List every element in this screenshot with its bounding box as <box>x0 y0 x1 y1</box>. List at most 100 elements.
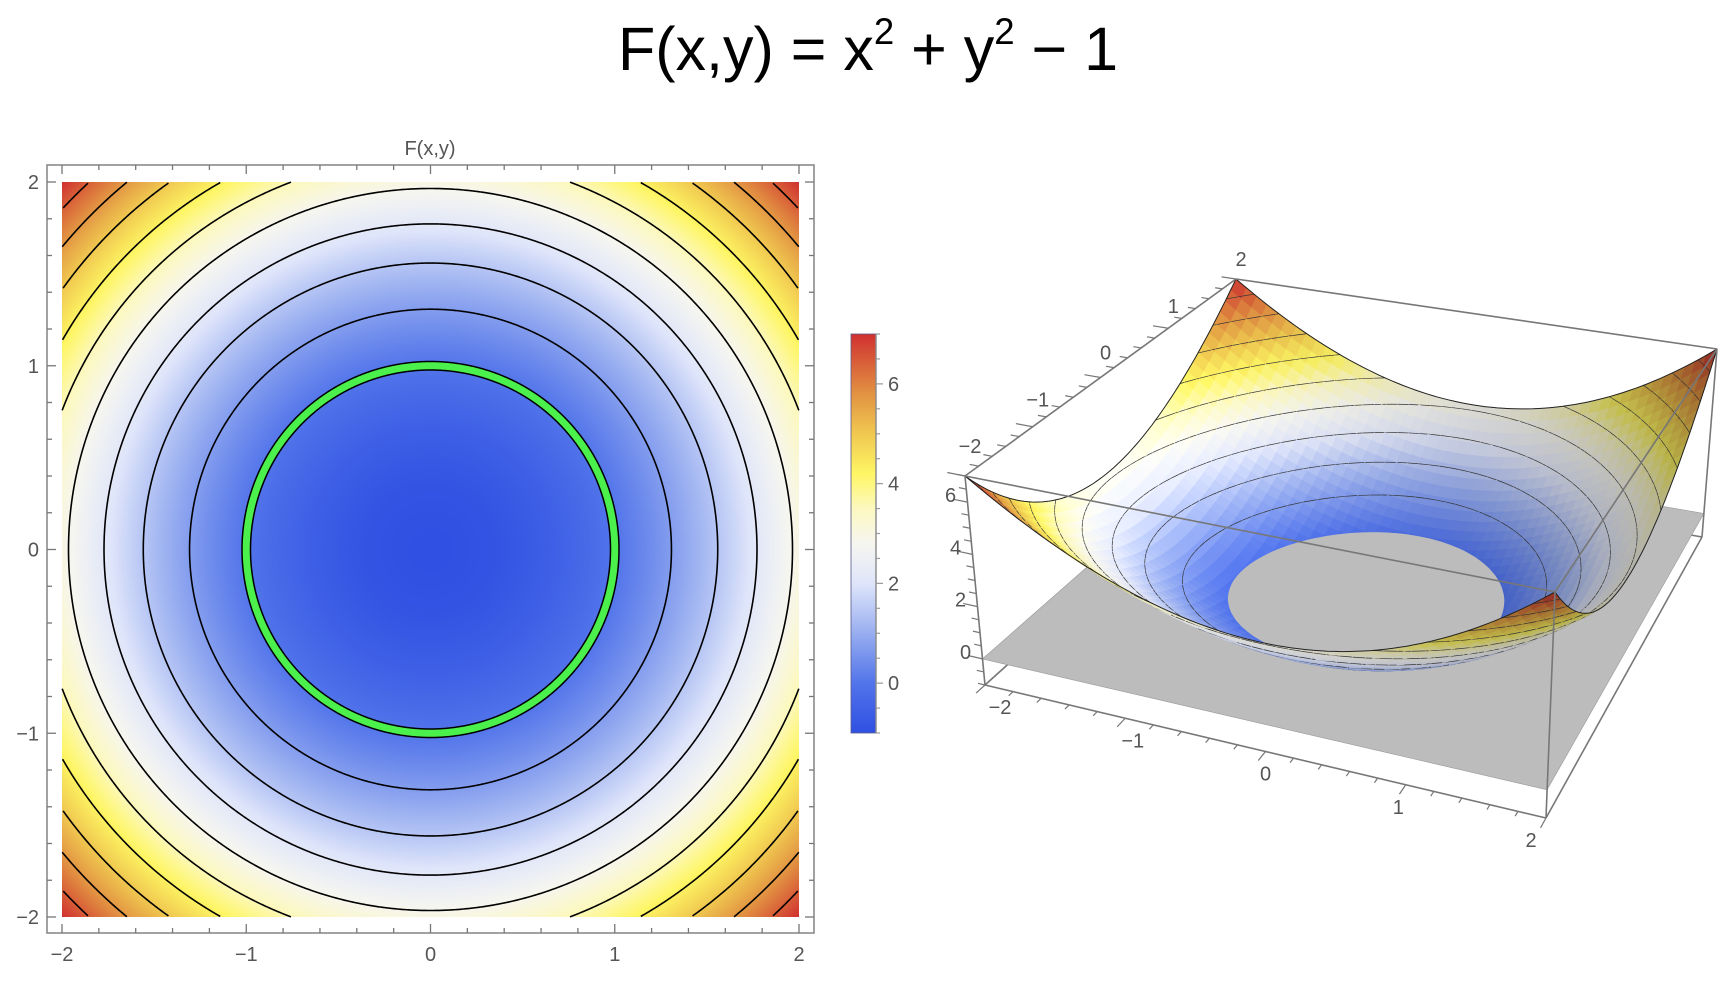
surface-contour-segment <box>1184 504 1192 510</box>
surface-contour-segment <box>1490 634 1506 638</box>
surface-contour-segment <box>1546 465 1551 469</box>
surface-contour-segment <box>1265 442 1281 447</box>
surface-contour-segment <box>1581 414 1588 418</box>
surface-contour-segment <box>1509 645 1513 647</box>
surface-contour-segment <box>1162 478 1171 484</box>
y-tick-label: 2 <box>1235 249 1246 271</box>
surface-contour-segment <box>1614 478 1620 484</box>
surface-contour-segment <box>1235 366 1251 371</box>
surface-contour-segment <box>1483 513 1492 518</box>
title-rhs: − 1 <box>1014 15 1119 83</box>
surface-contour-segment <box>1063 540 1069 547</box>
surface-contour-segment <box>1082 516 1084 520</box>
surface-contour-segment <box>1281 359 1295 362</box>
x-tick-label: 1 <box>609 944 620 966</box>
surface-contour-segment <box>1523 538 1530 545</box>
surface-facet <box>1308 538 1312 540</box>
surface-contour-segment <box>1324 434 1334 437</box>
surface-contour-segment <box>1210 532 1218 538</box>
surface-contour-segment <box>1680 419 1685 425</box>
surface-contour-segment <box>1575 586 1579 593</box>
surface-contour-segment <box>1449 467 1460 470</box>
surface-contour-segment <box>1563 405 1572 410</box>
surface-contour-segment <box>1216 321 1230 325</box>
surface-contour-segment <box>1508 449 1518 454</box>
surface-contour-segment <box>1250 363 1266 368</box>
surface-contour-segment <box>1190 551 1196 558</box>
surface-contour-segment <box>1293 468 1303 471</box>
colorbar: 0 2 4 6 <box>850 333 899 734</box>
surface-contour-segment <box>1634 548 1637 555</box>
surface-contour-segment <box>1619 485 1625 493</box>
surface-contour-segment <box>1612 398 1620 404</box>
surface-contour-segment <box>980 488 984 491</box>
surface-contour-segment <box>1469 471 1479 475</box>
surface-contour-segment <box>1633 513 1636 518</box>
surface-contour-segment <box>1178 470 1188 475</box>
surface-contour-segment <box>1224 488 1227 490</box>
surface-contour-segment <box>1199 375 1209 379</box>
surface-contour-segment <box>1656 491 1659 497</box>
surface-contour-segment <box>1281 439 1297 443</box>
surface-contour-segment <box>1563 624 1567 627</box>
surface-contour-segment <box>1311 407 1325 410</box>
surface-contour-segment <box>1215 346 1226 350</box>
surface-contour-segment <box>1251 417 1263 421</box>
surface-contour-segment <box>1479 651 1485 654</box>
box-edge <box>1545 536 1703 819</box>
y-tick-label: −2 <box>959 436 982 458</box>
surface-contour-segment <box>1261 313 1276 317</box>
box-edge <box>964 475 1556 593</box>
surface-contour-segment <box>1545 573 1547 580</box>
surface-contour-segment <box>1643 385 1652 392</box>
y-tick <box>1065 395 1074 398</box>
z-tick <box>961 513 969 516</box>
surface-contour-segment <box>1673 459 1677 466</box>
surface-contour-segment <box>1247 392 1252 394</box>
x-tick <box>1540 817 1547 829</box>
surface-contour-segment <box>1548 431 1554 435</box>
x-tick-label: 1 <box>1393 797 1404 819</box>
surface-contour-segment <box>1586 600 1592 607</box>
surface-contour-segment <box>1600 463 1607 470</box>
surface-contour-segment <box>1648 474 1652 480</box>
surface-contour-segment <box>1693 393 1700 400</box>
surface-contour-segment <box>1627 565 1632 572</box>
surface-contour-segment <box>1598 584 1603 591</box>
surface-contour-segment <box>1204 537 1212 543</box>
contour-line <box>142 262 719 837</box>
surface-contour-segment <box>1520 489 1523 492</box>
z-tick <box>976 669 984 673</box>
z-tick <box>966 565 974 569</box>
surface-contour-segment <box>1612 475 1615 479</box>
surface-contour-segment <box>1650 390 1654 393</box>
surface-contour-segment <box>1111 473 1118 479</box>
surface-contour-segment <box>1123 464 1130 470</box>
surface-contour-segment <box>1248 340 1255 343</box>
surface-contour-segment <box>1590 595 1596 602</box>
surface-contour-segment <box>1609 431 1618 439</box>
surface-contour-segment <box>1087 502 1090 507</box>
surface-contour-segment <box>1345 495 1358 497</box>
surface-contour-segment <box>1145 548 1148 554</box>
surface-contour-segment <box>1601 602 1603 604</box>
contour-plot-title: F(x,y) <box>404 138 455 160</box>
surface-contour-segment <box>1569 441 1578 447</box>
box-edge <box>1554 348 1718 593</box>
surface-contour-segment <box>1454 647 1470 650</box>
surface-contour-segment <box>1220 396 1235 400</box>
surface-contour-segment <box>1561 437 1568 442</box>
surface-contour-segment <box>1288 335 1293 337</box>
surface-contour-segment <box>1189 604 1196 612</box>
surface-contour-segment <box>1262 389 1267 391</box>
surface-contour-segment <box>1617 581 1622 588</box>
surface-contour-segment <box>1598 512 1603 518</box>
surface-contour-segment <box>1661 399 1666 403</box>
surface-contour-segment <box>1666 448 1671 453</box>
x-tick <box>1177 731 1182 737</box>
surface-contour-segment <box>1234 420 1249 425</box>
x-tick <box>1514 811 1519 817</box>
z-tick <box>958 487 967 490</box>
surface-contour-segment <box>1114 524 1118 530</box>
surface-contour-segment <box>1194 546 1200 553</box>
